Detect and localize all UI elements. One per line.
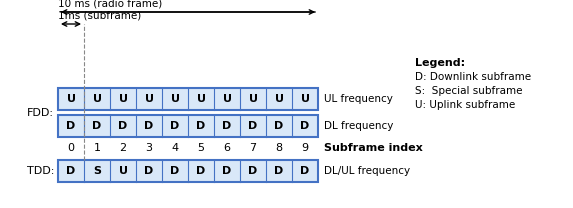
Text: U: U bbox=[300, 94, 309, 104]
Bar bbox=[58, 115, 318, 137]
Text: 0: 0 bbox=[68, 143, 74, 153]
Text: 7: 7 bbox=[249, 143, 257, 153]
Text: 6: 6 bbox=[223, 143, 230, 153]
Text: 5: 5 bbox=[198, 143, 205, 153]
Text: 1: 1 bbox=[93, 143, 100, 153]
Text: U: U bbox=[171, 94, 179, 104]
Text: 4: 4 bbox=[171, 143, 179, 153]
Text: Subframe index: Subframe index bbox=[324, 143, 423, 153]
Text: DL frequency: DL frequency bbox=[324, 121, 394, 131]
Text: D: D bbox=[274, 166, 284, 176]
Text: 9: 9 bbox=[301, 143, 309, 153]
Text: Legend:: Legend: bbox=[415, 58, 465, 68]
Text: 3: 3 bbox=[146, 143, 152, 153]
Bar bbox=[58, 160, 318, 182]
Text: D: Downlink subframe: D: Downlink subframe bbox=[415, 72, 531, 82]
Text: D: D bbox=[144, 121, 154, 131]
Text: D: D bbox=[144, 166, 154, 176]
Text: U: U bbox=[197, 94, 206, 104]
Text: D: D bbox=[300, 121, 309, 131]
Text: S:  Special subframe: S: Special subframe bbox=[415, 86, 523, 96]
Text: D: D bbox=[170, 166, 179, 176]
Text: D: D bbox=[248, 121, 258, 131]
Text: U: U bbox=[119, 94, 128, 104]
Text: U: U bbox=[222, 94, 231, 104]
Text: 8: 8 bbox=[276, 143, 282, 153]
Bar bbox=[58, 88, 318, 110]
Text: D: D bbox=[92, 121, 101, 131]
Text: 10 ms (radio frame): 10 ms (radio frame) bbox=[58, 0, 162, 8]
Text: FDD:: FDD: bbox=[27, 108, 54, 118]
Text: UL frequency: UL frequency bbox=[324, 94, 393, 104]
Text: D: D bbox=[66, 121, 76, 131]
Text: D: D bbox=[119, 121, 128, 131]
Text: S: S bbox=[93, 166, 101, 176]
Text: D: D bbox=[197, 166, 206, 176]
Text: D: D bbox=[170, 121, 179, 131]
Text: D: D bbox=[300, 166, 309, 176]
Text: U: Uplink subframe: U: Uplink subframe bbox=[415, 100, 515, 110]
Text: TDD:: TDD: bbox=[26, 166, 54, 176]
Text: DL/UL frequency: DL/UL frequency bbox=[324, 166, 410, 176]
Text: U: U bbox=[66, 94, 76, 104]
Text: U: U bbox=[249, 94, 257, 104]
Text: D: D bbox=[222, 166, 231, 176]
Text: 2: 2 bbox=[119, 143, 127, 153]
Text: U: U bbox=[92, 94, 101, 104]
Text: D: D bbox=[222, 121, 231, 131]
Text: D: D bbox=[248, 166, 258, 176]
Text: U: U bbox=[144, 94, 154, 104]
Text: D: D bbox=[274, 121, 284, 131]
Text: 1ms (subframe): 1ms (subframe) bbox=[58, 11, 142, 21]
Text: U: U bbox=[119, 166, 128, 176]
Text: D: D bbox=[66, 166, 76, 176]
Text: D: D bbox=[197, 121, 206, 131]
Text: U: U bbox=[274, 94, 284, 104]
